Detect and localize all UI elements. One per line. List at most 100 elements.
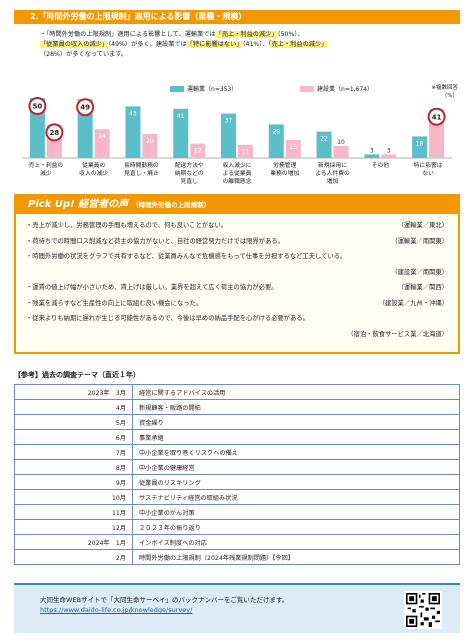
pickup-voice-item: ・荷待ちでの時間ロス削減など荷主の協力がないと、自社の経営努力だけでは限界がある… [26, 234, 448, 250]
pickup-voice-source: （建設業／南関東） [391, 268, 448, 276]
summary-text-part: （41%）、 [242, 41, 269, 48]
reference-heading: 【参考】過去の調査テーマ（直近１年） [14, 371, 140, 379]
category-label: 減少 [40, 169, 52, 177]
category-label: ない [422, 170, 434, 177]
bar-transport [268, 124, 284, 158]
reference-theme: サステナビリティ経営の取組み状況 [132, 489, 460, 505]
reference-theme: インボイス制度への対応 [132, 534, 460, 550]
bar-value-label: 37 [225, 118, 233, 125]
reference-theme: 事業承継 [132, 429, 460, 445]
reference-row: 2024年 1月 インボイス制度への対応 [14, 534, 460, 550]
pickup-voice-item: ・残業を減らすなど生産性の向上に取組む良い機会になった。 （建設業／九州・沖縄） [26, 296, 448, 312]
legend-transport: 運輸業 （n=353） [170, 84, 237, 93]
legend-n: （n=353） [205, 86, 238, 93]
section-title: 2.「時間外労働の上限規制」適用による影響（業種・規模） [14, 10, 460, 24]
bar-value-label: 50 [33, 103, 43, 111]
category-label: 長時間勤務の [124, 161, 159, 169]
reference-row: 2月 時間外労働の上限規制（2024年残業規制問題）【今回】 [14, 549, 460, 565]
category-label: 新規採用に [318, 161, 347, 169]
reference-date: 7月 [14, 444, 133, 460]
bar-value-label: 3 [370, 147, 374, 154]
pickup-voice-text: ・売上が減少し、労務管理の手間も増えるので、何も良いことがない。 [26, 222, 228, 229]
reference-row: 9月 従業員のリスキリング [14, 474, 460, 490]
pickup-voice-source: （建設業／九州・沖縄） [378, 299, 448, 307]
category-label: 収入の減少 [79, 169, 108, 177]
bar-value-label: 20 [146, 138, 154, 145]
category-label: 増加 [327, 177, 339, 185]
bar-value-label: 3 [387, 147, 391, 154]
legend-construction: 建設業 （n=1,674） [300, 84, 373, 93]
qr-code-icon[interactable] [404, 591, 442, 629]
chart-note-multi: ※複数回答 [431, 85, 458, 91]
bar-value-label: 43 [129, 110, 137, 117]
bar-construction [190, 143, 206, 158]
category-label: 従業員の [82, 161, 105, 169]
pickup-box: Pick Up! 経営者の声 （時間外労働の上限規制） ・売上が減少し、労務管理の… [14, 194, 460, 354]
bar-transport [316, 131, 332, 158]
footer-box: 大同生命WEBサイトで「大同生命サーベイ」のバックナンバーをご覧いただけます。 … [14, 583, 460, 633]
category-label: 売上・利益の [28, 161, 63, 169]
pickup-voice-item: ・従来よりも納期に遅れが生じる可能性があるので、今後は早めの納品手配を心がける必… [26, 311, 448, 342]
bar-value-label: 15 [289, 144, 297, 151]
category-label: 特に影響は [414, 161, 443, 169]
reference-row: 8月 中小企業の健康経営 [14, 459, 460, 475]
reference-date: 4月 [14, 399, 133, 415]
bar-construction [94, 129, 110, 158]
summary-text-part: ・「時間外労働の上限規制」適用による影響として、運輸業では [40, 31, 216, 38]
bar-value-label: 11 [242, 149, 250, 156]
summary-highlight: 「特に影響はない」 [186, 41, 243, 48]
bar-value-label: 22 [320, 136, 328, 143]
legend-swatch-construction [300, 85, 314, 92]
pickup-title: Pick Up! 経営者の声 （時間外労働の上限規制） [16, 196, 458, 214]
category-label: その他 [372, 161, 390, 169]
category-label: の離職懸念 [223, 177, 252, 185]
bar-value-label: 28 [272, 128, 280, 135]
pickup-voice-item: ・売上が減少し、労務管理の手間も増えるので、何も良いことがない。 （運輸業／東北） [26, 218, 448, 234]
pickup-voice-text: ・時間外労働の状況をグラフで共有するなど、従業員みんなで危機感をもって仕事を分担… [26, 253, 347, 260]
reference-theme: 経営に関するアドバイスの活用 [132, 384, 460, 400]
reference-date: 2023年 3月 [14, 384, 133, 400]
pickup-voice-text: ・従来よりも納期に遅れが生じる可能性があるので、今後は早めの納品手配を心がける必… [26, 315, 309, 322]
legend-label: 運輸業 [187, 86, 206, 93]
reference-row: 2023年 3月 経営に関するアドバイスの活用 [14, 384, 460, 400]
reference-section: 【参考】過去の調査テーマ（直近１年） 2023年 3月 経営に関するアドバイスの活… [14, 370, 460, 565]
summary-text: ・「時間外労働の上限規制」適用による影響として、運輸業では「売上・利益の減少」 （… [40, 30, 450, 60]
bar-value-label: 24 [98, 133, 106, 140]
bar-transport [173, 108, 189, 158]
pickup-voice-source: （運輸業／関西） [397, 284, 448, 291]
reference-date: 6月 [14, 429, 133, 445]
legend-swatch-transport [170, 85, 184, 92]
reference-row: 6月 事業承継 [14, 429, 460, 445]
reference-row: 11月 中小企業のがん対策 [14, 504, 460, 520]
bar-construction [285, 140, 301, 158]
pickup-voice-text: ・残業を減らすなど生産性の向上に取組む良い機会になった。 [26, 299, 203, 307]
bar-transport [125, 106, 141, 158]
category-label: 配送方法や [175, 161, 204, 169]
pickup-voice-source: （運輸業／東北） [397, 222, 448, 229]
bar-value-label: 28 [50, 129, 60, 137]
reference-theme: 時間外労働の上限規制（2024年残業規制問題）【今回】 [132, 549, 460, 565]
category-label: 納期などの [175, 169, 204, 177]
legend-n: （n=1,674） [335, 86, 374, 93]
pickup-voice-source: （宿泊・飲食サービス業／北海道） [347, 330, 448, 338]
bar-construction [333, 146, 349, 158]
reference-theme: 中小企業を取り巻くリスクへの備え [132, 444, 460, 460]
summary-highlight: 「従業員の収入の減少」 [40, 41, 109, 48]
pickup-voice-item: ・運賃の値上げ幅が小さいため、賃上げは厳しい。業界を超えて広く荷主の協力が必要。… [26, 280, 448, 296]
chart-note: ※複数回答 （%） [431, 84, 458, 100]
summary-highlight: 「売上・利益の減少」 [215, 31, 278, 38]
bar-transport [364, 154, 380, 158]
reference-date: 2024年 1月 [14, 534, 133, 550]
reference-theme: 資金繰り [132, 414, 460, 430]
highlight-circle [76, 98, 95, 117]
reference-table: 2023年 3月 経営に関するアドバイスの活用 4月 新規顧客・販路の開拓 5月 資金繰り… [14, 384, 460, 565]
bar-transport [412, 136, 428, 158]
legend-label: 建設業 [317, 86, 336, 93]
reference-theme: 従業員のリスキリング [132, 474, 460, 490]
footer-url-link[interactable]: https://www.daido-life.co.jp/knowledge/s… [40, 606, 193, 614]
reference-date: 8月 [14, 459, 133, 475]
summary-text-part: （49%）が多く、建設業では [108, 41, 187, 48]
pickup-subtitle: （時間外労働の上限規制） [132, 201, 211, 209]
category-label: 収入減少に [223, 161, 252, 169]
